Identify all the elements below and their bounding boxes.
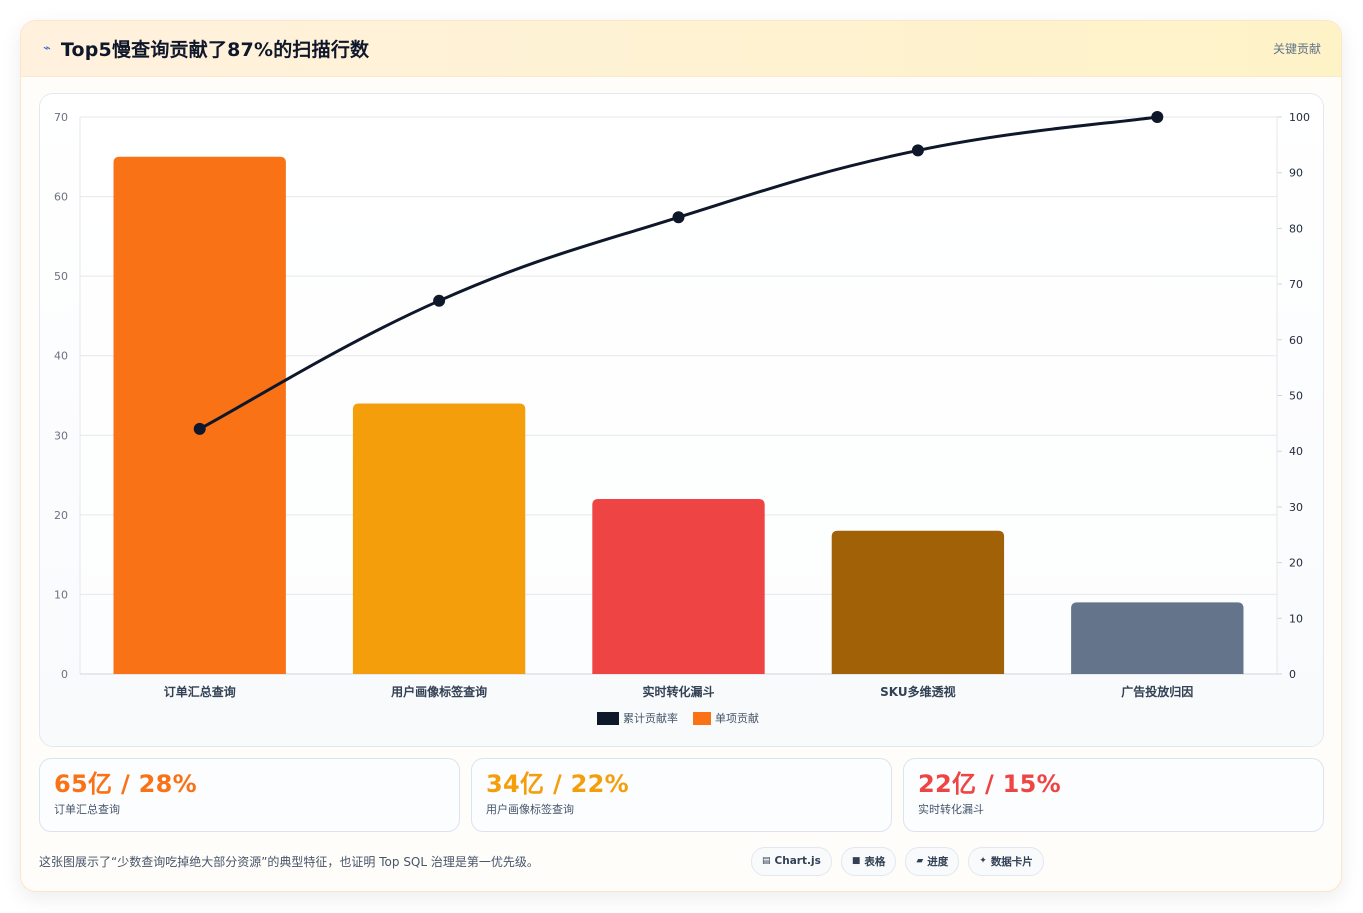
- bar: [113, 156, 286, 674]
- pill-progress[interactable]: ▰ 进度: [905, 846, 960, 876]
- legend-swatch: [597, 712, 619, 725]
- pill-label: 表格: [864, 855, 886, 868]
- y-left-tick-label: 40: [54, 350, 68, 363]
- cumulative-point: [433, 294, 446, 307]
- y-left-tick-label: 70: [54, 111, 68, 124]
- pill-table[interactable]: ■ 表格: [840, 846, 897, 876]
- y-right-tick-label: 30: [1289, 501, 1303, 514]
- footer: 这张图展示了“少数查询吃掉绝大部分资源”的典型特征，也证明 Top SQL 治理…: [39, 845, 1324, 877]
- card-title: Top5慢查询贡献了87%的扫描行数: [60, 39, 370, 61]
- view-pills: ▤ Chart.js ■ 表格 ▰ 进度 ✦ 数据卡片: [751, 846, 1044, 876]
- pill-data-card[interactable]: ✦ 数据卡片: [968, 846, 1044, 876]
- legend-label: 单项贡献: [715, 711, 759, 725]
- pill-chartjs[interactable]: ▤ Chart.js: [751, 846, 832, 876]
- y-right-tick-label: 10: [1289, 612, 1303, 625]
- y-right-tick-label: 40: [1289, 445, 1303, 458]
- y-right-tick-label: 80: [1289, 222, 1303, 235]
- chart-panel: 0 10 20 30 40 50 60 70 0 10 20 30 40 50 60 70 80 90 100 订单汇…: [39, 93, 1324, 747]
- pill-label: Chart.js: [774, 855, 821, 867]
- cumulative-point: [672, 211, 685, 224]
- card-icon: ✦: [979, 856, 987, 866]
- y-left-tick-label: 30: [54, 429, 68, 442]
- y-left-tick-label: 10: [54, 588, 68, 601]
- lightning-icon: ⌁: [43, 41, 51, 56]
- stat-value: 65亿 / 28%: [54, 770, 198, 798]
- pill-label: 数据卡片: [990, 855, 1033, 868]
- stat-label: 订单汇总查询: [54, 803, 120, 816]
- cumulative-point: [193, 422, 206, 435]
- stat-cards: 65亿 / 28% 订单汇总查询 34亿 / 22% 用户画像标签查询 22亿 …: [39, 758, 1324, 832]
- stat-label: 实时转化漏斗: [918, 803, 984, 816]
- bar: [592, 498, 765, 674]
- legend-label: 累计贡献率: [623, 711, 678, 725]
- y-right-tick-label: 50: [1289, 390, 1303, 403]
- stat-card-2: 34亿 / 22% 用户画像标签查询: [471, 758, 892, 832]
- stat-card-1: 65亿 / 28% 订单汇总查询: [39, 758, 460, 832]
- bar: [1071, 602, 1244, 674]
- chart-icon: ▤: [762, 856, 771, 866]
- y-right-tick-label: 90: [1289, 167, 1303, 180]
- chart-card: ⌁ Top5慢查询贡献了87%的扫描行数 关键贡献 0 10 20 30 40 50 60 7…: [20, 20, 1342, 892]
- x-category-label: 用户画像标签查询: [390, 684, 487, 699]
- bar: [831, 530, 1005, 674]
- x-category-label: 订单汇总查询: [164, 684, 236, 699]
- header-tag: 关键贡献: [1272, 42, 1321, 56]
- stat-value: 22亿 / 15%: [918, 770, 1062, 798]
- legend-swatch: [693, 712, 711, 725]
- title-wrap: ⌁ Top5慢查询贡献了87%的扫描行数: [43, 35, 369, 62]
- stat-card-3: 22亿 / 15% 实时转化漏斗: [903, 758, 1324, 832]
- bar: [352, 403, 526, 674]
- y-left-tick-label: 50: [54, 270, 68, 283]
- x-category-label: 实时转化漏斗: [642, 684, 714, 699]
- y-left-tick-label: 60: [54, 191, 68, 204]
- table-icon: ■: [851, 856, 861, 866]
- y-right-tick-label: 20: [1289, 557, 1303, 570]
- y-right-tick-label: 0: [1289, 668, 1296, 681]
- cumulative-point: [911, 144, 924, 157]
- card-header: ⌁ Top5慢查询贡献了87%的扫描行数 关键贡献: [21, 21, 1341, 77]
- y-left-tick-label: 0: [61, 668, 68, 681]
- y-right-tick-label: 60: [1289, 334, 1303, 347]
- x-category-label: 广告投放归因: [1121, 684, 1193, 699]
- pill-label: 进度: [927, 855, 949, 868]
- y-right-tick-label: 70: [1289, 278, 1303, 291]
- footer-note: 这张图展示了“少数查询吃掉绝大部分资源”的典型特征，也证明 Top SQL 治理…: [39, 854, 539, 869]
- x-category-label: SKU多维透视: [880, 684, 955, 699]
- progress-icon: ▰: [916, 856, 924, 866]
- stat-value: 34亿 / 22%: [486, 770, 630, 798]
- stat-label: 用户画像标签查询: [486, 803, 574, 816]
- y-right-tick-label: 100: [1289, 111, 1310, 124]
- pareto-chart: 0 10 20 30 40 50 60 70 0 10 20 30 40 50 60 70 80 90 100 订单汇…: [54, 111, 1310, 725]
- y-left-tick-label: 20: [54, 509, 68, 522]
- cumulative-point: [1151, 111, 1164, 123]
